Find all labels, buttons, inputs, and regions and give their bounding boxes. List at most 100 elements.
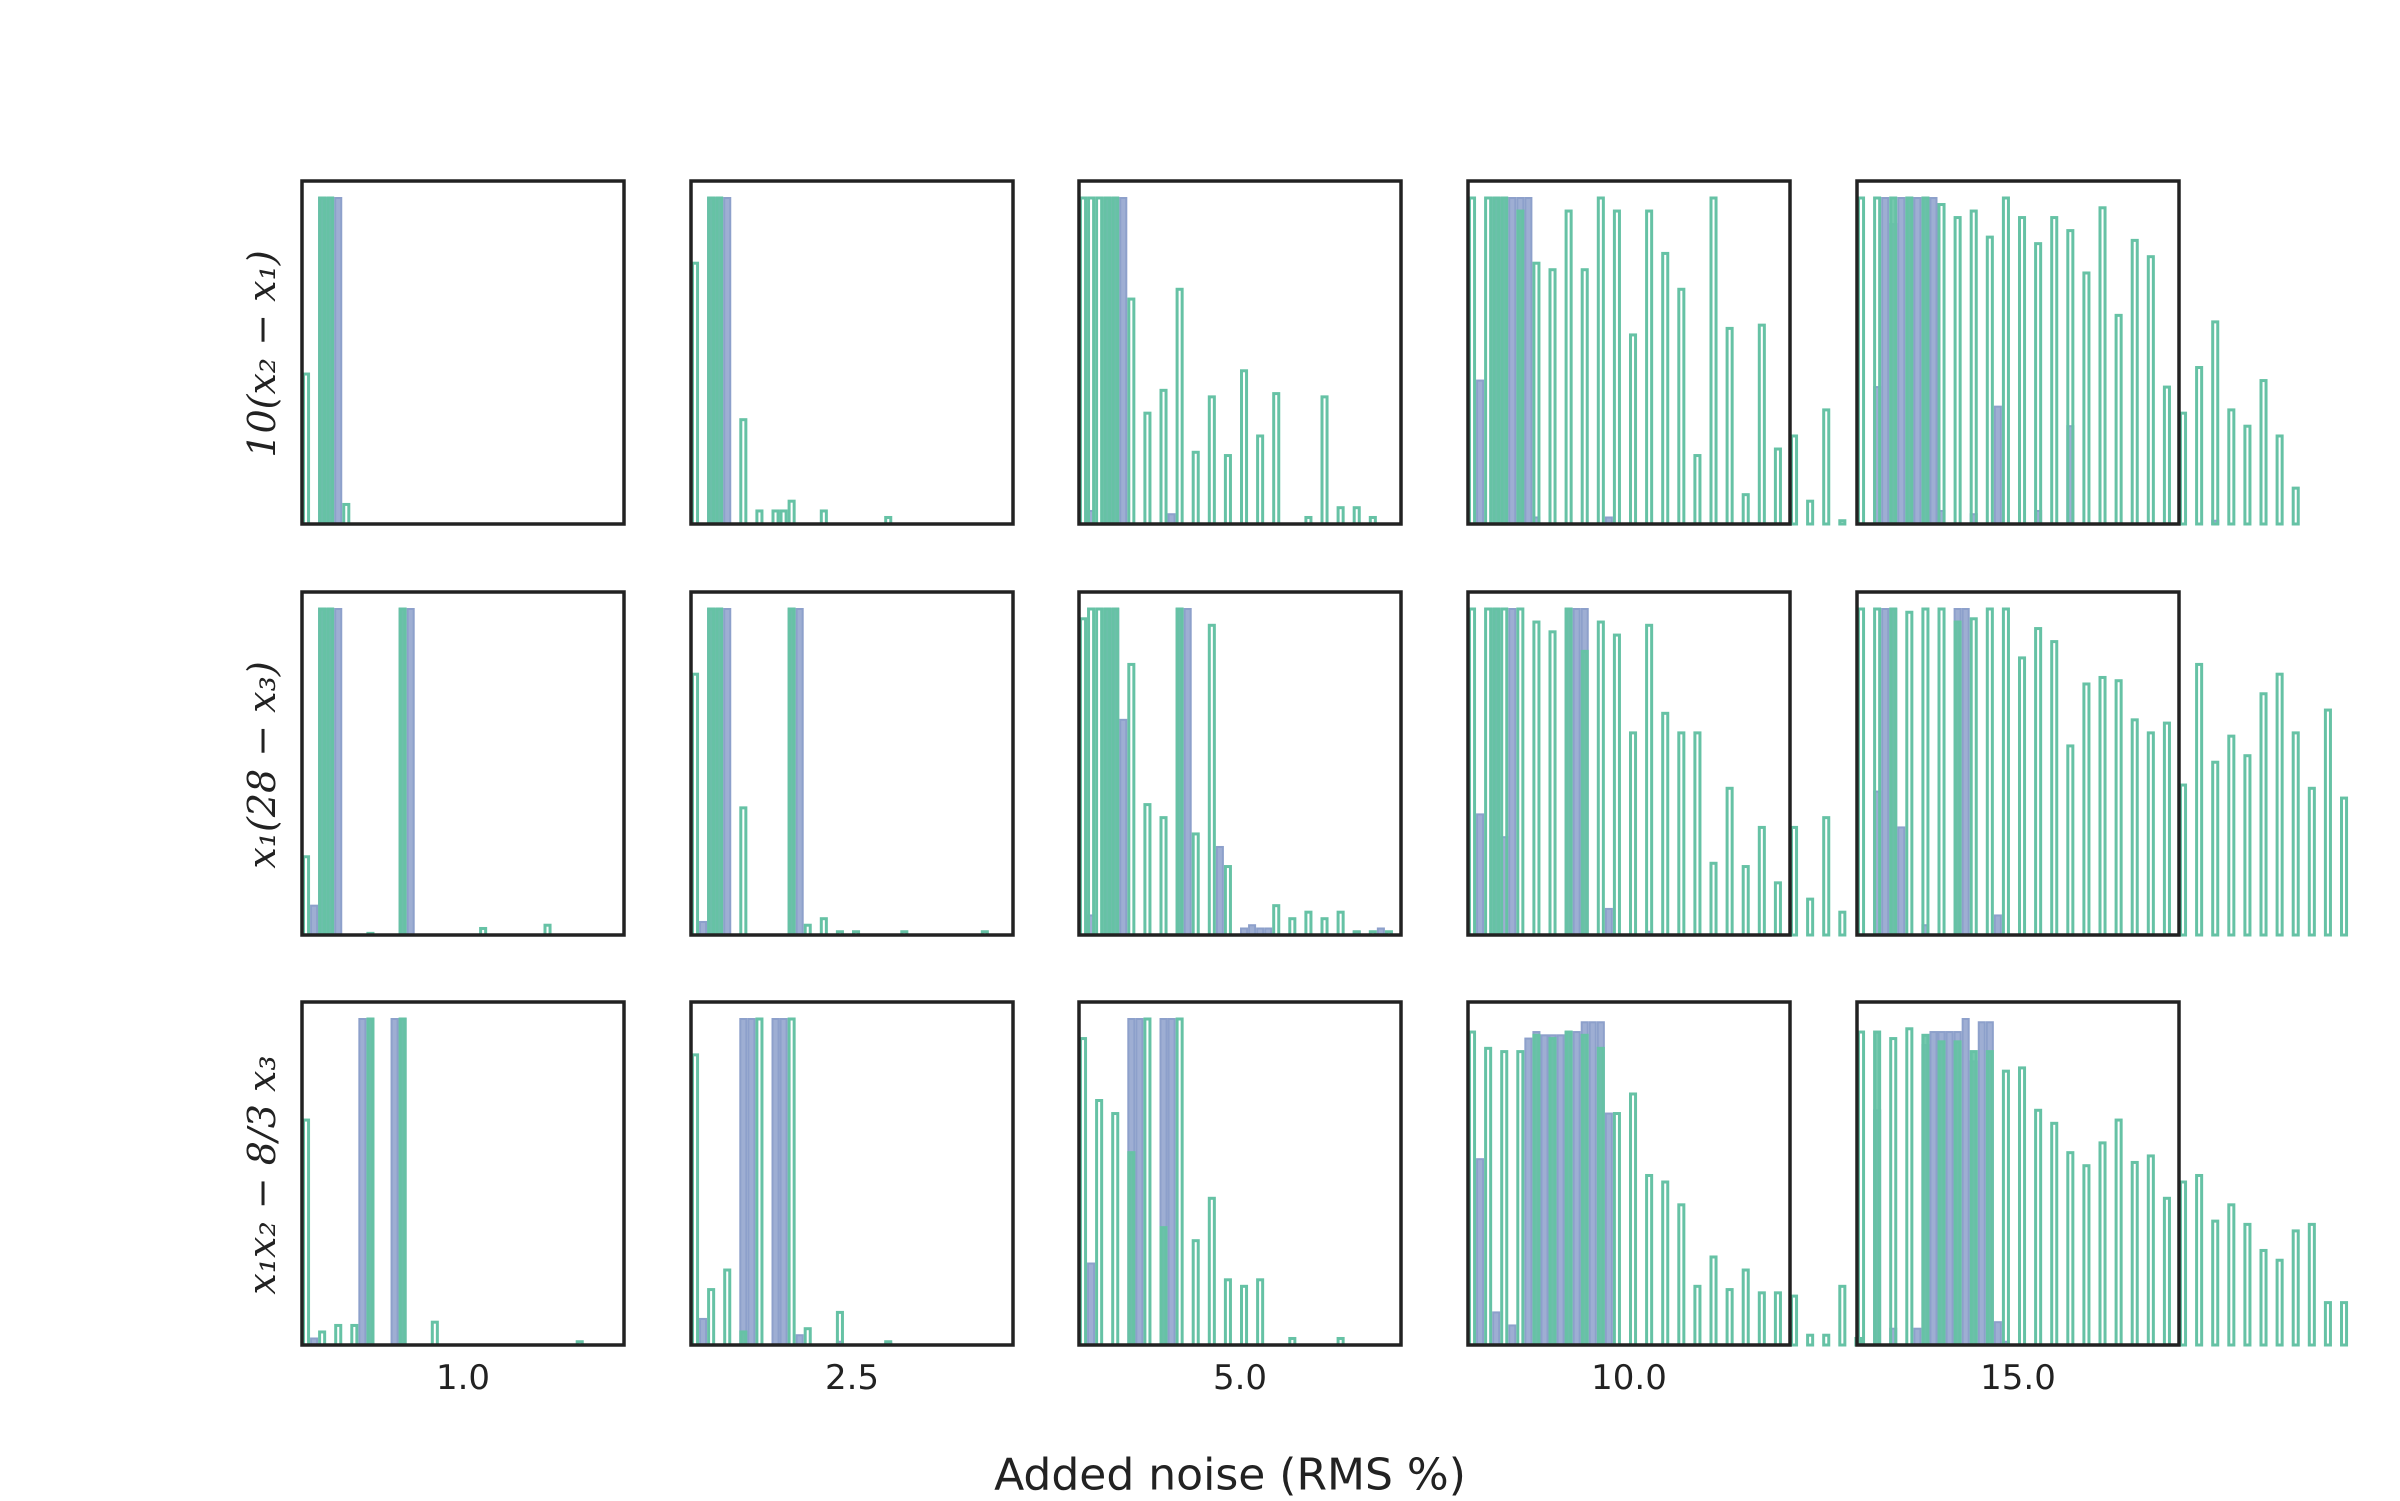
bar-series-a (1103, 196, 1112, 526)
bar-series-a (1612, 209, 1621, 526)
bar-series-b (1119, 197, 1128, 525)
bar-series-a (430, 1320, 439, 1347)
bar-series-a (787, 499, 796, 526)
bar-series-a (2323, 708, 2332, 937)
bar-series-a (1500, 1050, 1509, 1347)
bar-series-a (1240, 369, 1249, 526)
bar-series-a (1087, 196, 1096, 526)
bar-series-a (2034, 627, 2043, 937)
bar-series-a (1079, 617, 1088, 937)
bar-series-a (2162, 1196, 2171, 1347)
bar-series-a (1709, 196, 1718, 526)
bar-series-a (1532, 261, 1541, 526)
bar-series-a (2227, 408, 2236, 526)
row-label-text: x₁x₂ − 8/3 x₃ (240, 1055, 284, 1295)
bar-series-a (2162, 385, 2171, 526)
bar-series-a (1596, 620, 1605, 937)
bar-series-a (691, 1053, 700, 1347)
bar-series-b (747, 1018, 756, 1346)
bar-series-a (1159, 816, 1168, 937)
bar-series-b (1961, 1018, 1970, 1346)
column-label-text: 15.0 (1980, 1358, 2056, 1398)
bar-series-a (302, 372, 311, 526)
bar-series-a (1175, 607, 1184, 937)
bar-series-a (2162, 721, 2171, 937)
bar-series-a (2323, 1301, 2332, 1347)
column-label-text: 2.5 (824, 1358, 880, 1398)
bar-series-b (1993, 1321, 2002, 1347)
bar-series-a (1645, 1173, 1654, 1347)
bar-series-a (1806, 499, 1815, 526)
bar-series-a (1693, 1284, 1702, 1347)
bar-series-a (1143, 803, 1152, 937)
bar-series-b (1508, 1324, 1517, 1346)
bar-series-a (1661, 251, 1670, 526)
bar-series-a (1143, 411, 1152, 526)
column-label-text: 1.0 (435, 1358, 491, 1398)
bar-series-a (2275, 434, 2284, 526)
bar-series-a (2082, 1164, 2091, 1347)
bar-series-a (2050, 1121, 2059, 1347)
panel-0-4 (1855, 179, 2300, 526)
bar-series-a (1500, 196, 1509, 526)
bar-series-a (1806, 897, 1815, 937)
bar-series-a (1693, 454, 1702, 526)
bar-series-a (2050, 640, 2059, 937)
bar-series-a (1516, 209, 1525, 526)
panel-frame (689, 1000, 1015, 1347)
bar-series-a (1629, 1092, 1638, 1347)
panel-0-2 (1077, 179, 1403, 526)
bar-series-a (707, 607, 716, 937)
bar-series-a (1921, 607, 1930, 937)
bar-series-a (1191, 450, 1200, 526)
bar-series-a (1937, 1040, 1946, 1347)
bar-series-a (1468, 607, 1477, 937)
panel-2-1 (689, 1000, 1015, 1347)
panel-0-1 (689, 179, 1015, 526)
panel-frame (1466, 1000, 1792, 1347)
bar-series-b (1492, 1311, 1501, 1347)
bar-series-b (310, 904, 319, 936)
bar-series-a (803, 1327, 812, 1347)
bar-series-a (1127, 662, 1136, 937)
bar-series-b (1508, 608, 1517, 936)
panel-frame (1855, 1000, 2181, 1347)
bar-series-a (2211, 760, 2220, 937)
bar-series-a (1223, 454, 1232, 526)
bar-series-b (1119, 718, 1128, 937)
bar-series-a (1741, 1268, 1750, 1347)
bar-series-a (1175, 287, 1184, 526)
bar-series-a (1905, 196, 1914, 526)
bar-series-a (2243, 1222, 2252, 1347)
bar-series-a (2243, 424, 2252, 526)
bar-series-a (1492, 607, 1501, 937)
bar-series-a (1492, 196, 1501, 526)
panel-1-2 (1077, 590, 1403, 937)
bar-series-b (1897, 197, 1906, 525)
bar-series-a (1661, 711, 1670, 937)
bar-series-a (2340, 796, 2349, 937)
bar-series-b (795, 608, 804, 936)
bar-series-a (398, 1017, 407, 1347)
bar-series-b (358, 1018, 367, 1346)
bar-series-a (2050, 216, 2059, 526)
bar-series-a (1905, 610, 1914, 937)
panel-2-3 (1466, 1000, 1863, 1347)
bar-series-b (1508, 197, 1517, 525)
bar-series-a (1207, 395, 1216, 526)
panel-frame (300, 1000, 626, 1347)
bar-series-b (1135, 1018, 1144, 1346)
bar-series-a (1838, 519, 1847, 526)
bar-series-a (318, 607, 327, 937)
bar-series-a (2291, 1229, 2300, 1347)
bar-series-b (739, 1018, 748, 1346)
bar-series-b (1929, 1031, 1938, 1347)
bar-series-a (1629, 333, 1638, 526)
bar-series-a (1484, 196, 1493, 526)
bar-series-a (1580, 649, 1589, 937)
bar-series-a (1790, 434, 1799, 526)
bar-series-a (1790, 825, 1799, 937)
bar-series-a (691, 261, 700, 526)
bar-series-a (1111, 1112, 1120, 1347)
bar-series-a (1822, 408, 1831, 526)
